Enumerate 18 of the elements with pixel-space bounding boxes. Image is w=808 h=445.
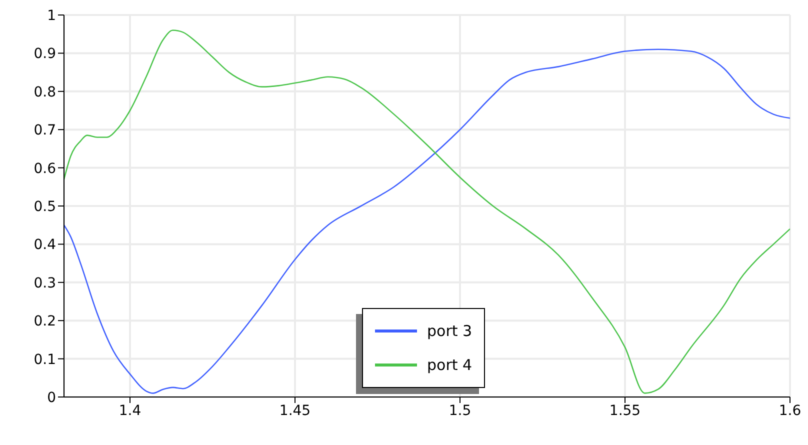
legend-label: port 4 (427, 356, 472, 374)
y-tick-label: 0 (47, 390, 56, 406)
y-tick-label: 0.5 (34, 198, 56, 215)
y-tick-label: 0.3 (34, 275, 56, 292)
y-tick-label: 0.6 (34, 160, 56, 177)
y-tick-label: 0.8 (34, 84, 56, 100)
y-tick-label: 0.4 (34, 237, 56, 254)
x-tick-label: 1.4 (118, 402, 142, 419)
y-tick-label: 0.2 (34, 314, 56, 330)
y-tick-label: 1 (47, 8, 56, 24)
x-tick-label: 1.6 (778, 402, 802, 419)
legend-label: port 3 (427, 322, 472, 340)
y-tick-label: 0.9 (34, 46, 56, 62)
x-tick-label: 1.45 (279, 402, 311, 419)
x-tick-label: 1.5 (448, 402, 472, 419)
y-tick-label: 0.1 (34, 352, 56, 368)
y-tick-label: 0.7 (34, 122, 56, 139)
x-tick-label: 1.55 (609, 402, 641, 419)
